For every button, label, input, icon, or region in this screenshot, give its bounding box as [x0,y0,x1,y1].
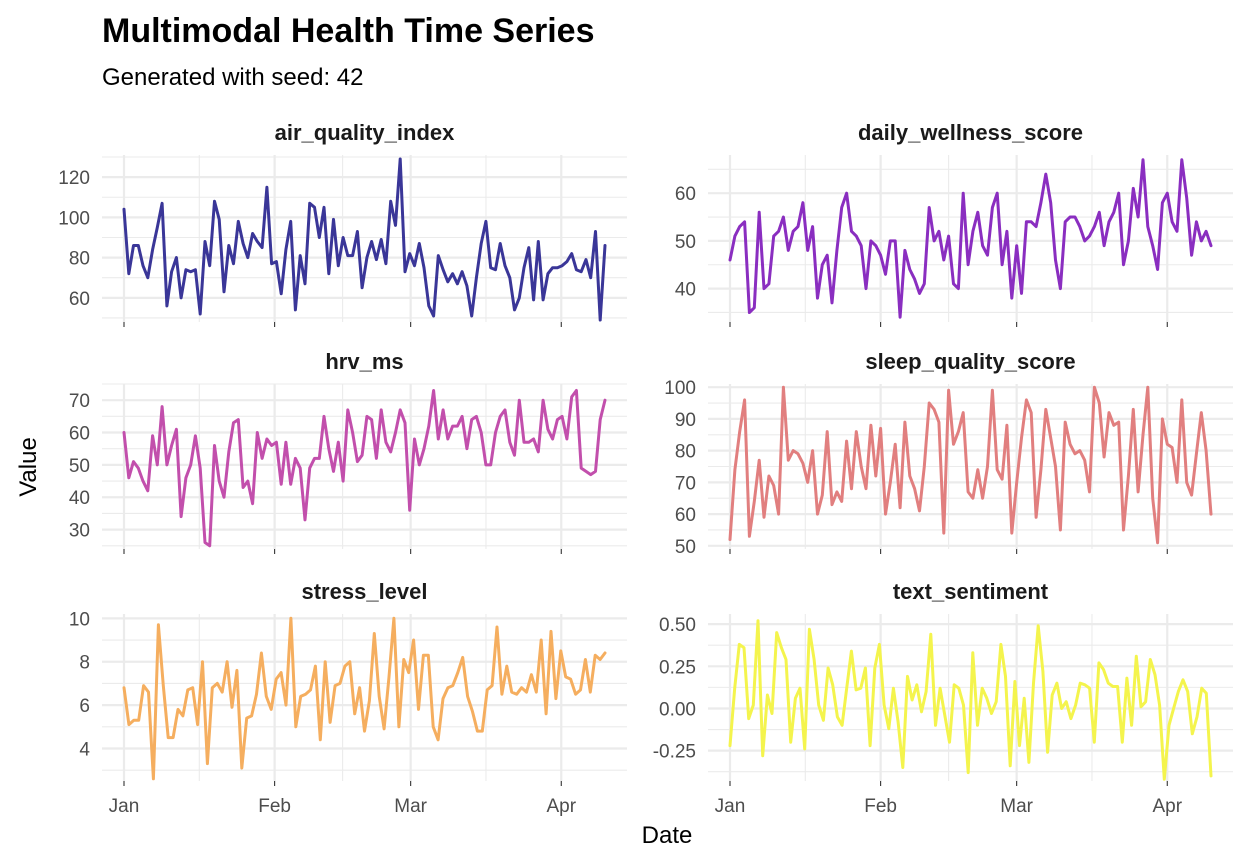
y-tick-label: 120 [58,168,90,189]
panel-strip-label: air_quality_index [275,120,456,145]
y-tick-label: 0.50 [659,615,696,636]
x-axis-title: Date [642,822,693,849]
x-tick-label: Apr [546,796,576,817]
y-tick-label: 60 [69,289,90,310]
y-tick-label: 4 [79,739,90,760]
y-tick-label: 0.25 [659,657,696,678]
x-tick-label: Feb [258,796,291,817]
panel-strip-label: text_sentiment [893,579,1049,604]
y-tick-label: 30 [69,521,90,542]
chart-title: Multimodal Health Time Series [102,12,595,50]
x-tick-label: Jan [715,796,746,817]
y-tick-label: 80 [675,442,696,463]
panel-hrv_ms: 30 40 50 60 70 hrv_ms [69,349,627,554]
x-tick-label: Feb [864,796,897,817]
y-tick-label: 40 [69,488,90,509]
y-tick-label: 60 [675,184,696,205]
y-tick-label: 100 [664,378,696,399]
series-line-air_quality_index [122,157,607,322]
series-line-sleep_quality_score [728,385,1213,545]
y-tick-label: 100 [58,208,90,229]
x-tick-label: Mar [394,796,427,817]
series-line-stress_level [122,616,607,781]
y-tick-label: 8 [79,653,90,674]
series-line-daily_wellness_score [728,158,1213,319]
chart-subtitle: Generated with seed: 42 [102,64,364,91]
panel-sleep_quality_score: 50 60 70 80 90 100 sleep_quality_score [664,349,1233,558]
y-tick-label: 70 [69,391,90,412]
panel-air_quality_index: 60 80 100 120 air_quality_index [58,120,627,327]
x-tick-label: Mar [1000,796,1033,817]
y-axis-title: Value [15,437,42,497]
y-tick-label: 50 [675,232,696,253]
y-tick-label: 0.00 [659,699,696,720]
y-tick-label: 40 [675,280,696,301]
y-tick-label: -0.25 [653,742,696,763]
y-tick-label: 70 [675,473,696,494]
panel-strip-label: hrv_ms [325,349,403,374]
x-tick-label: Apr [1152,796,1182,817]
panel-strip-label: sleep_quality_score [865,349,1075,374]
y-tick-label: 60 [675,505,696,526]
y-tick-label: 60 [69,424,90,445]
series-line-text_sentiment [728,619,1213,781]
series-line-hrv_ms [122,389,607,548]
panel-strip-label: stress_level [302,579,428,604]
y-tick-label: 10 [69,609,90,630]
panel-stress_level: 4 6 8 10 Jan Feb Mar Apr stress_level [69,579,627,817]
panel-text_sentiment: -0.25 0.00 0.25 0.50 Jan Feb Mar Apr text_sentim… [653,579,1233,817]
y-tick-label: 6 [79,696,90,717]
facet-panels: 60 80 100 120 air_quality_index 40 50 60 daily_w… [58,120,1233,817]
panel-daily_wellness_score: 40 50 60 daily_wellness_score [675,120,1233,327]
y-tick-label: 50 [69,456,90,477]
y-tick-label: 50 [675,537,696,558]
x-tick-label: Jan [109,796,140,817]
panel-strip-label: daily_wellness_score [858,120,1083,145]
y-tick-label: 80 [69,249,90,270]
y-tick-label: 90 [675,410,696,431]
